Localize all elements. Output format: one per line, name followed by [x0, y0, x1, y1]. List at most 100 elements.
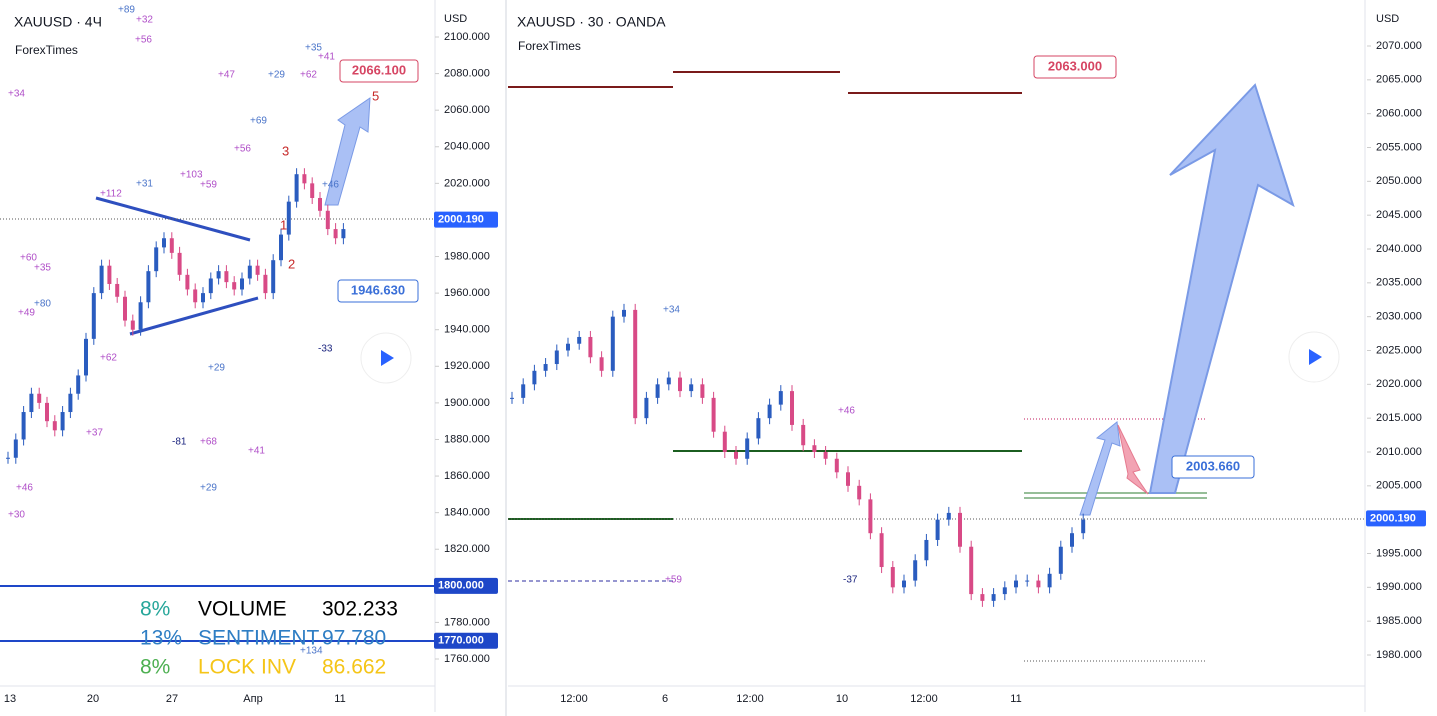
arrow [324, 97, 371, 206]
candle [868, 499, 873, 534]
annotation: -33 [318, 344, 333, 355]
x-tick-label: 12:00 [736, 693, 764, 705]
candle [913, 560, 918, 581]
chart-title: XAUUSD · 4Ч [14, 14, 102, 30]
y-tick-label: 2020.000 [1376, 378, 1422, 390]
annotation: +59 [665, 575, 682, 586]
candle [633, 309, 638, 419]
candle [341, 229, 346, 239]
source: ForexTimes [15, 43, 78, 57]
annotation: +41 [248, 446, 265, 457]
price-tag-label: 2000.190 [438, 213, 484, 225]
candle [958, 512, 962, 547]
stat: 8% [140, 656, 170, 679]
y-tick-label: 2070.000 [1376, 40, 1422, 52]
candle [879, 533, 884, 568]
candle [767, 404, 772, 419]
candle [543, 364, 548, 371]
candle [655, 384, 660, 398]
candle [935, 519, 940, 540]
candle [521, 384, 526, 398]
candle [21, 412, 26, 440]
candle [1047, 573, 1052, 588]
candle [577, 336, 582, 344]
stat: 97.780 [322, 627, 386, 650]
candle [247, 265, 252, 279]
candle [91, 293, 96, 339]
price-tag [434, 577, 498, 594]
annotation: +56 [135, 35, 152, 46]
annotation: +30 [8, 510, 25, 521]
y-tick-label: 2045.000 [1376, 209, 1422, 221]
candle [756, 418, 761, 439]
candle [790, 391, 794, 425]
trend-line [95, 196, 251, 242]
x-tick-label: 13 [4, 693, 16, 705]
candle [801, 424, 806, 446]
candle [107, 265, 112, 284]
candle [201, 293, 205, 303]
price-tag-label: 1800.000 [438, 580, 484, 592]
annotation: +134 [300, 646, 323, 657]
candle [6, 457, 10, 459]
candle [162, 238, 166, 248]
candle [263, 274, 268, 294]
y-tick-label: 2100.000 [444, 31, 490, 43]
candle [711, 397, 716, 432]
y-tick-label: 2010.000 [1376, 446, 1422, 458]
y-tick-label: 1980.000 [1376, 649, 1422, 661]
candle [588, 336, 593, 358]
candle [123, 296, 127, 321]
candle [722, 431, 727, 452]
callout [337, 279, 419, 303]
candle [622, 309, 626, 317]
candle [13, 439, 18, 458]
annotation: -37 [843, 575, 858, 586]
candle [154, 247, 159, 272]
annotation: +47 [218, 70, 235, 81]
stat: SENTIMENT [198, 627, 320, 650]
annotation: +29 [208, 363, 225, 374]
arrow [1079, 421, 1121, 516]
y-tick-label: 1840.000 [444, 507, 490, 519]
candle [177, 252, 182, 275]
y-tick-label: 2040.000 [1376, 243, 1422, 255]
y-tick-label: 2055.000 [1376, 141, 1422, 153]
candle [1036, 580, 1041, 588]
candle [193, 289, 198, 303]
annotation: +112 [100, 189, 122, 200]
candle [208, 278, 213, 294]
callout-label: 1946.630 [351, 282, 405, 297]
candle [812, 445, 817, 452]
candle [644, 397, 649, 419]
candle [666, 377, 671, 385]
annotation: 3 [282, 143, 289, 158]
candle [333, 229, 338, 239]
candle [1002, 587, 1007, 595]
candle [310, 183, 315, 198]
candle [255, 265, 260, 275]
y-tick-label: 2025.000 [1376, 344, 1422, 356]
candle [834, 458, 839, 473]
candle [224, 271, 229, 283]
callout-label: 2066.100 [352, 62, 406, 77]
price-tag-label: 1770.000 [438, 635, 484, 647]
candle [1014, 580, 1018, 588]
candle [37, 393, 42, 403]
annotation: +49 [18, 308, 35, 319]
stat: 302.233 [322, 598, 398, 621]
x-tick-label: 6 [662, 693, 668, 705]
stat: VOLUME [198, 598, 287, 621]
candle [510, 397, 514, 399]
candle [823, 452, 828, 459]
candle [980, 594, 985, 601]
candle [991, 594, 996, 601]
y-tick-label: 2050.000 [1376, 175, 1422, 187]
candle [734, 452, 738, 459]
candle [286, 201, 291, 235]
y-tick-label: 1920.000 [444, 360, 490, 372]
x-tick-label: Апр [243, 693, 262, 705]
annotation: +59 [200, 180, 217, 191]
price-tag [434, 632, 498, 649]
price-tag [434, 211, 498, 228]
